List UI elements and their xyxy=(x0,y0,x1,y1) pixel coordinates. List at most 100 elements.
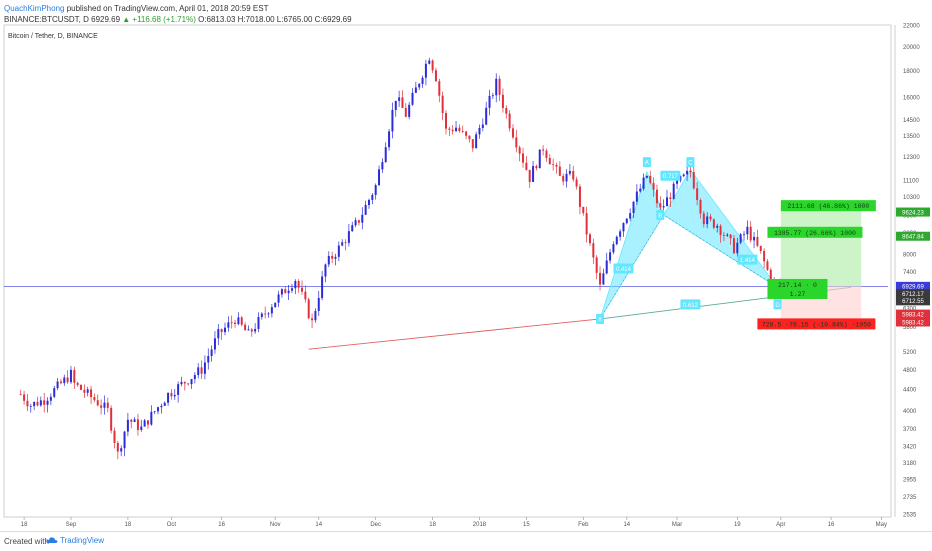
candle-body xyxy=(431,60,434,71)
time-axis[interactable]: 18 Sep 18 Oct 16 Nov 14 Dec 18 2018 15 Feb 14 Mar 19 Ap… xyxy=(21,517,887,528)
candle xyxy=(213,331,216,354)
annotation-text: A xyxy=(645,161,649,167)
candle xyxy=(575,176,578,190)
candle xyxy=(277,290,280,308)
candle-body xyxy=(722,235,725,236)
candle xyxy=(76,381,79,387)
annotation-ratio: 1.414 xyxy=(737,254,758,265)
candle xyxy=(729,233,732,245)
price-label-box xyxy=(896,289,930,299)
candle xyxy=(290,284,293,293)
candle-body xyxy=(297,281,300,288)
price-axis[interactable]: 22000 20000 18000 16000 14500 13500 12300 11100… xyxy=(903,24,920,519)
candle-body xyxy=(341,242,344,246)
candle-body xyxy=(669,197,672,200)
annotation-pattern_label: B xyxy=(656,209,665,220)
candle-body xyxy=(662,206,665,208)
price-label: 9624.23 xyxy=(896,207,930,217)
candle-body xyxy=(421,77,424,84)
candle xyxy=(431,59,434,73)
candle-body xyxy=(501,94,504,108)
candle-body xyxy=(213,338,216,350)
tradingview-logo[interactable]: TradingView xyxy=(46,536,104,545)
candle-body xyxy=(538,149,541,169)
candle-body xyxy=(605,260,608,274)
candle xyxy=(739,232,742,245)
candle xyxy=(515,129,518,153)
time-tick-label: Oct xyxy=(167,522,177,528)
candle xyxy=(696,182,699,206)
candle-body xyxy=(247,329,250,331)
candle-body xyxy=(230,322,233,324)
candle xyxy=(749,221,752,243)
candle xyxy=(538,149,541,169)
annotation-text: 1385.77 (26.66%) 1000 xyxy=(774,230,856,237)
candle xyxy=(645,175,648,179)
candle-body xyxy=(388,131,391,148)
price-chart[interactable]: Bitcoin / Tether, D, BINANCE 22000 20000 1… xyxy=(0,0,932,531)
candle xyxy=(545,148,548,162)
candle xyxy=(552,158,555,171)
candle xyxy=(39,396,42,407)
candle-body xyxy=(146,420,149,425)
candle xyxy=(80,384,83,391)
candle xyxy=(301,280,304,295)
candle xyxy=(475,131,478,149)
price-label-box xyxy=(896,281,930,291)
candle xyxy=(173,389,176,400)
time-tick-label: 14 xyxy=(623,522,630,528)
candle xyxy=(110,405,113,434)
candle-body xyxy=(588,234,591,244)
annotation-box xyxy=(686,157,695,168)
candle-body xyxy=(167,392,170,403)
candle xyxy=(709,213,712,222)
candle-body xyxy=(180,381,183,385)
price-label: 6712.55 xyxy=(896,296,930,306)
price-label-text: 8647.84 xyxy=(902,235,924,241)
candle-body xyxy=(622,223,625,232)
candle-body xyxy=(100,405,103,408)
author-link[interactable]: QuachKimPhong xyxy=(4,4,65,13)
candle-body xyxy=(411,92,414,105)
candle-body xyxy=(505,107,508,114)
candle xyxy=(511,124,514,140)
candle xyxy=(227,316,230,332)
annotation-ratio: 0.414 xyxy=(613,263,634,274)
candle-body xyxy=(578,186,581,207)
time-tick-label: 18 xyxy=(21,522,28,528)
candle-body xyxy=(260,313,263,318)
price-tick: 3420 xyxy=(903,445,917,451)
candle xyxy=(488,89,491,116)
candle xyxy=(351,221,354,232)
candle xyxy=(23,390,26,405)
candle xyxy=(344,239,347,251)
candle xyxy=(374,183,377,200)
candle-body xyxy=(572,170,575,180)
candle-body xyxy=(324,264,327,277)
candle xyxy=(260,312,263,320)
price-label-box xyxy=(896,309,930,319)
candle-body xyxy=(311,318,314,321)
candle xyxy=(143,419,146,427)
candle xyxy=(33,401,36,411)
candle xyxy=(555,162,558,174)
annotation-text: 0.717 xyxy=(663,174,679,180)
candle xyxy=(652,177,655,197)
price-label-box xyxy=(896,296,930,306)
annotation-ratio: 0.612 xyxy=(680,299,701,310)
price-tick: 10300 xyxy=(903,195,920,201)
candle xyxy=(743,231,746,241)
candle-body xyxy=(434,70,437,82)
candle xyxy=(388,128,391,151)
candle-body xyxy=(736,242,739,254)
price-tick: 6300 xyxy=(903,306,917,312)
candle-body xyxy=(150,411,153,425)
candle xyxy=(495,73,498,103)
candle xyxy=(655,184,658,208)
candle-body xyxy=(173,394,176,397)
candle xyxy=(378,165,381,186)
candle-body xyxy=(766,261,769,270)
price-label-text: 6712.55 xyxy=(902,299,924,305)
candle-body xyxy=(103,402,106,408)
candle-body xyxy=(277,294,280,303)
